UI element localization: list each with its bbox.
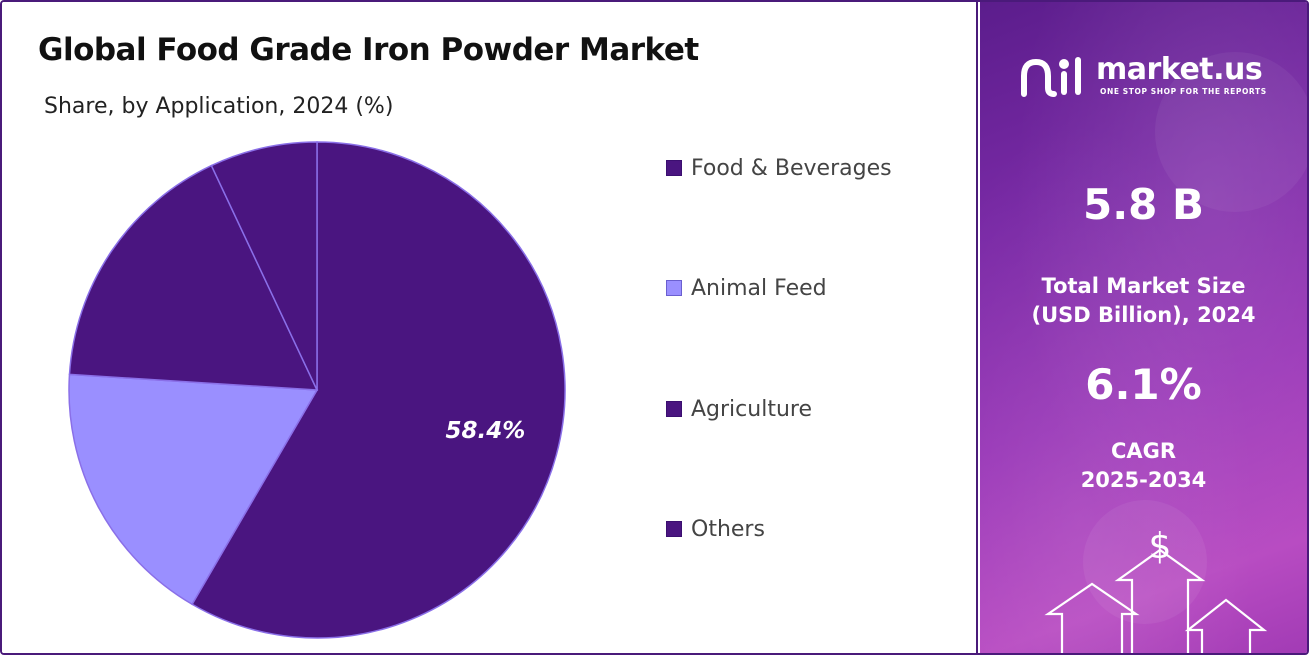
legend-swatch xyxy=(666,401,682,417)
pie-data-label: 58.4% xyxy=(446,418,526,444)
legend-swatch xyxy=(666,280,682,296)
arrow-up-icon xyxy=(1044,548,1268,653)
chart-title: Global Food Grade Iron Powder Market xyxy=(38,32,699,68)
legend-item-animal-feed: Animal Feed xyxy=(666,272,827,304)
legend-item-others: Others xyxy=(666,513,765,545)
chart-subtitle: Share, by Application, 2024 (%) xyxy=(44,94,394,119)
pie-slice-agriculture xyxy=(68,164,319,391)
cagr-label-line2: 2025-2034 xyxy=(1080,468,1207,492)
dollar-icon: $ xyxy=(1149,526,1172,567)
legend-item-agriculture: Agriculture xyxy=(666,393,812,425)
legend-swatch xyxy=(666,160,682,176)
brand-name: market.us xyxy=(1096,52,1263,87)
market-size-label-line1: Total Market Size xyxy=(1041,274,1246,298)
cagr-label-line1: CAGR xyxy=(1110,439,1177,463)
legend-label: Agriculture xyxy=(691,396,812,422)
cagr-value: 6.1% xyxy=(1085,360,1202,409)
pie-slice-food-beverages xyxy=(191,141,566,639)
chart-panel: Global Food Grade Iron Powder Market Sha… xyxy=(2,2,978,653)
decorative-graphics: $ xyxy=(1044,52,1307,653)
legend-label: Others xyxy=(691,516,765,542)
legend-label: Animal Feed xyxy=(691,275,827,301)
pie-chart: 58.4% xyxy=(68,141,566,639)
background-overlay xyxy=(980,2,1307,653)
brand: market.us ONE STOP SHOP FOR THE REPORTS xyxy=(1020,52,1290,102)
brand-tagline: ONE STOP SHOP FOR THE REPORTS xyxy=(1100,87,1267,96)
legend-label: Food & Beverages xyxy=(691,155,892,181)
pie-slice-animal-feed xyxy=(68,373,319,606)
pie-slice-others xyxy=(210,141,318,391)
market-size-label-line2: (USD Billion), 2024 xyxy=(1031,303,1256,327)
legend-item-food-beverages: Food & Beverages xyxy=(666,152,892,184)
stats-panel: $ market.us ONE STOP SHOP FOR THE REPORT… xyxy=(980,2,1307,653)
market-us-logo-icon xyxy=(1021,57,1081,97)
market-size-value: 5.8 B xyxy=(1082,180,1205,229)
legend-swatch xyxy=(666,521,682,537)
